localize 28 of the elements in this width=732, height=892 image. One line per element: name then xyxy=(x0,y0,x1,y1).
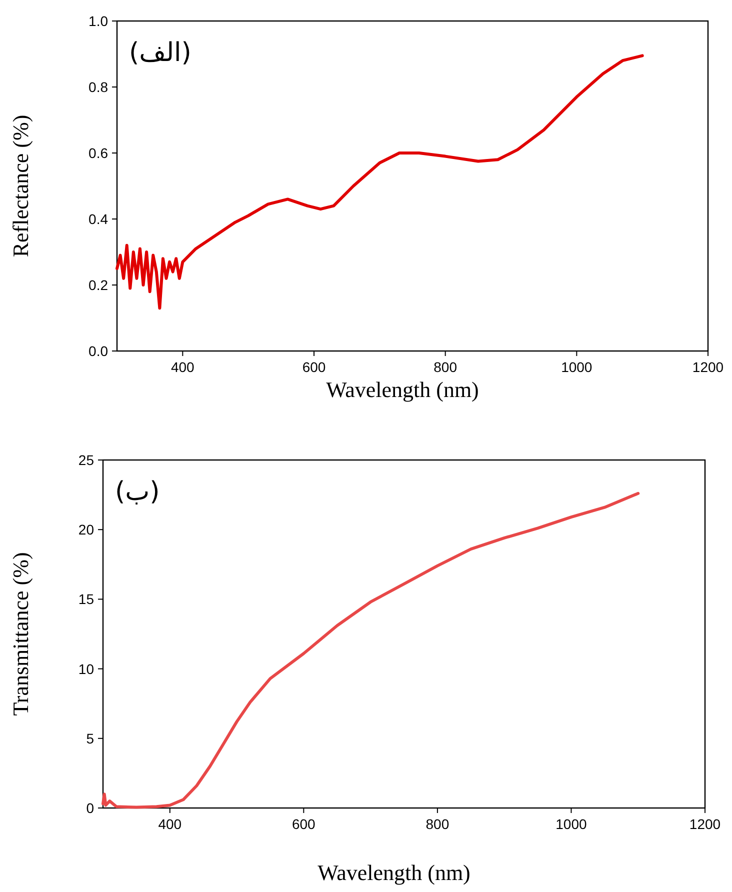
y-tick-label: 0.6 xyxy=(88,145,108,161)
x-tick-label: 400 xyxy=(170,359,195,375)
y-axis-title: Transmittance (%) xyxy=(8,552,33,716)
x-tick-label: 1000 xyxy=(561,359,592,375)
x-axis-title: Wavelength (nm) xyxy=(326,377,479,402)
annotation: (الف) xyxy=(129,38,192,68)
x-tick-label: 1200 xyxy=(692,359,724,375)
x-tick-label: 800 xyxy=(426,816,450,832)
y-tick-label: 0.4 xyxy=(88,211,108,227)
annotation: (ب) xyxy=(115,477,160,507)
y-tick-label: 0.8 xyxy=(88,79,108,95)
y-tick-label: 1.0 xyxy=(88,13,108,29)
x-tick-label: 1000 xyxy=(556,816,588,832)
x-axis-title: Wavelength (nm) xyxy=(318,860,470,885)
y-tick-label: 25 xyxy=(78,452,94,468)
y-tick-label: 0 xyxy=(86,800,94,816)
y-tick-label: 5 xyxy=(86,730,94,746)
x-tick-label: 800 xyxy=(434,359,458,375)
y-tick-label: 0.0 xyxy=(88,343,108,359)
x-tick-label: 600 xyxy=(292,816,316,832)
x-tick-label: 600 xyxy=(302,359,326,375)
x-tick-label: 1200 xyxy=(689,816,721,832)
y-tick-label: 15 xyxy=(78,591,94,608)
x-tick-label: 400 xyxy=(158,816,182,832)
y-axis-title: Reflectance (%) xyxy=(8,114,33,258)
y-tick-label: 0.2 xyxy=(88,277,108,293)
y-tick-label: 10 xyxy=(78,660,94,677)
y-tick-label: 20 xyxy=(78,522,94,538)
